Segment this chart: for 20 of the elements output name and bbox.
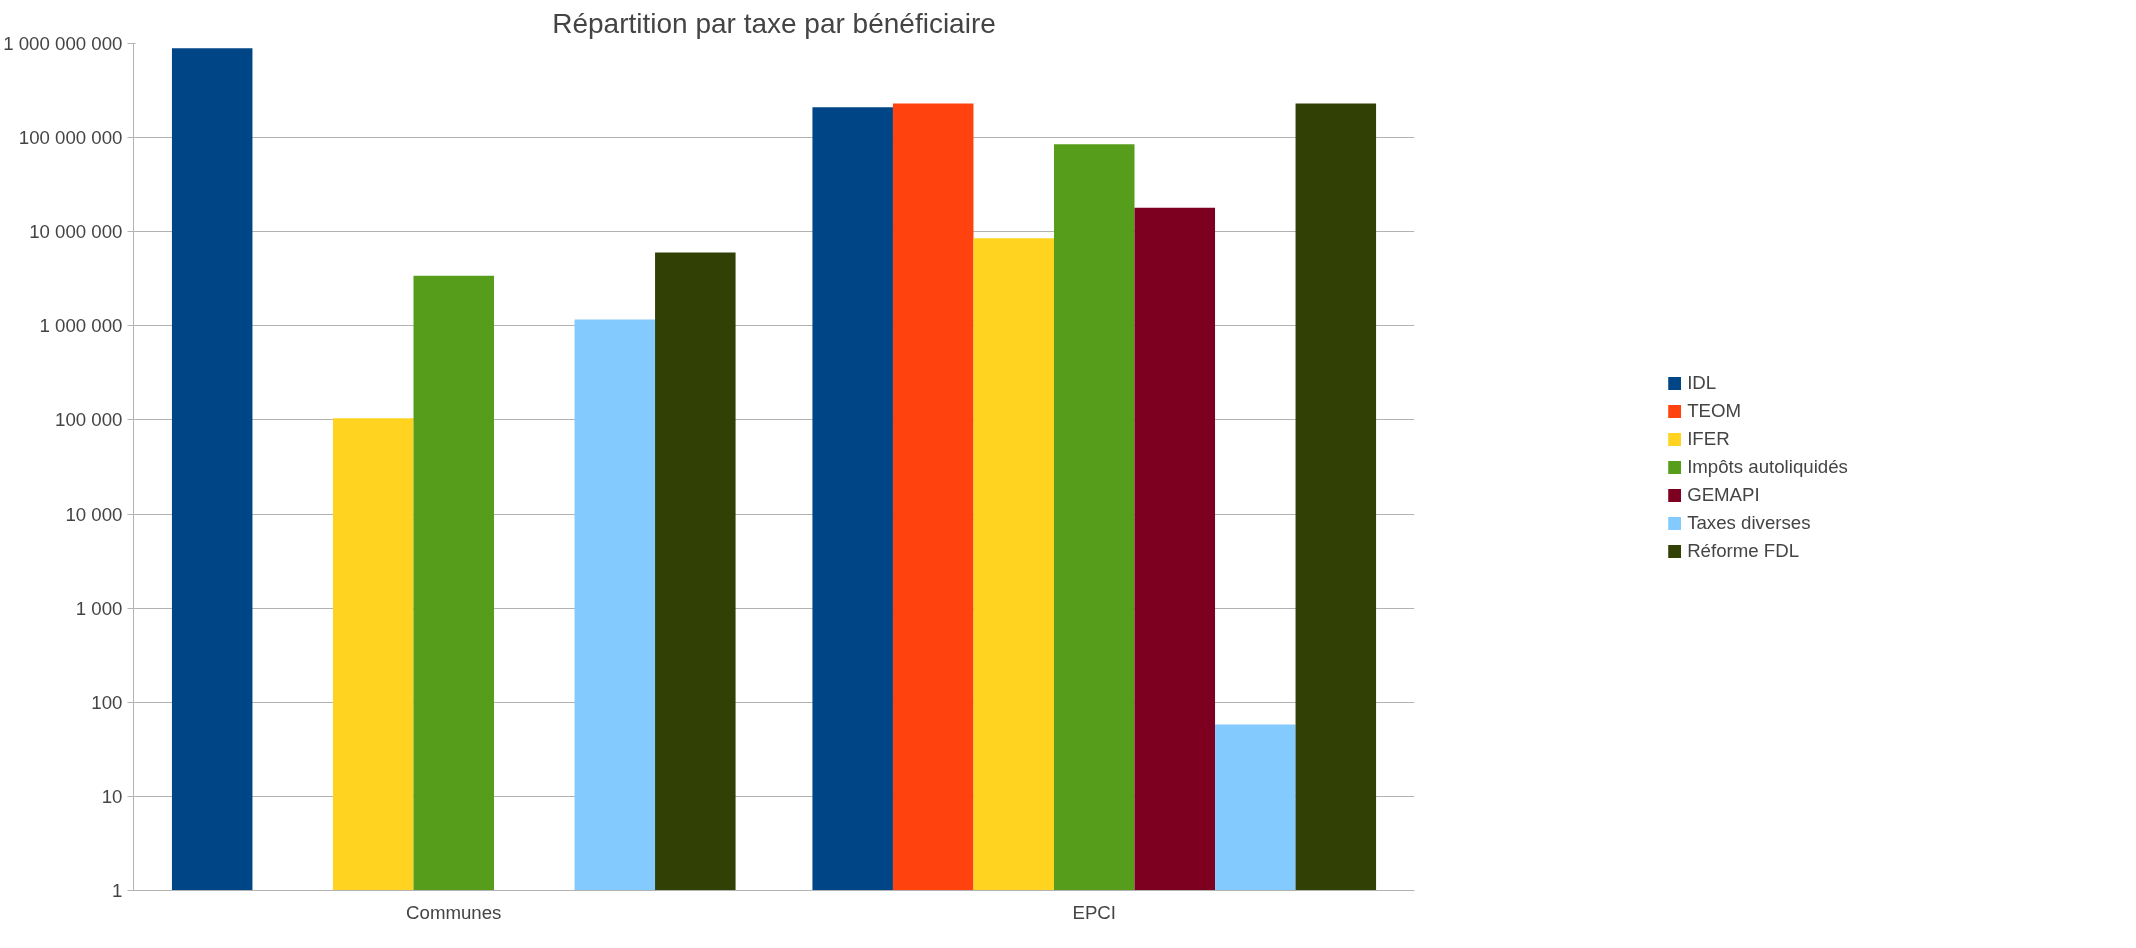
legend-label: IDL (1687, 371, 1717, 394)
y-tick-label: 10 000 000 (29, 221, 123, 243)
legend-label: Réforme FDL (1687, 539, 1800, 562)
y-tick-label: 1 000 000 000 (3, 33, 123, 54)
y-tick-label: 10 000 (65, 503, 123, 525)
y-tick-label: 1 000 000 (39, 315, 123, 337)
x-tick-label: Communes (406, 901, 502, 923)
y-tick-label: 100 000 (55, 409, 123, 431)
y-tick-label: 100 000 000 (18, 127, 123, 149)
legend-label: IFER (1687, 427, 1730, 450)
legend-label: TEOM (1687, 399, 1742, 422)
chart-title: Répartition par taxe par bénéficiaire (552, 7, 996, 39)
y-tick-label: 10 (101, 785, 123, 807)
x-tick-label: EPCI (1072, 901, 1117, 923)
legend-label: Impôts autoliquidés (1687, 455, 1848, 478)
legend-label: GEMAPI (1687, 483, 1760, 506)
y-tick-label: 100 (91, 691, 123, 713)
y-tick-label: 1 000 (75, 597, 123, 619)
y-tick-label: 1 (112, 880, 123, 901)
legend-label: Taxes diverses (1687, 511, 1811, 534)
